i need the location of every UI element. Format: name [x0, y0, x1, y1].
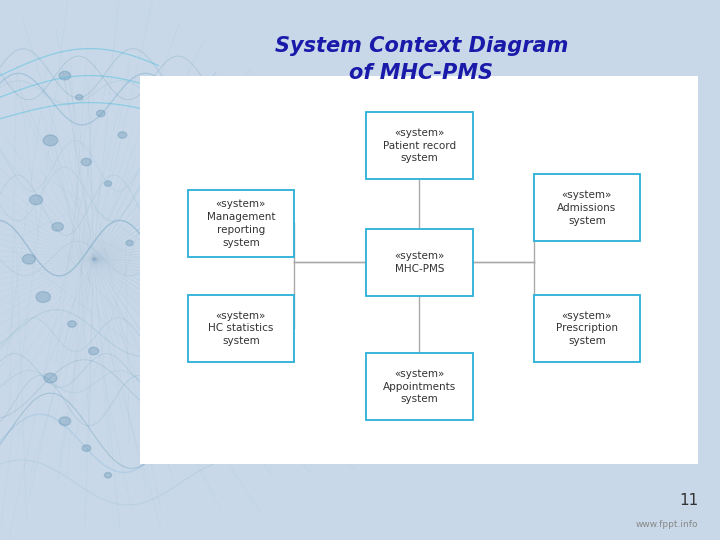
- Circle shape: [96, 110, 105, 117]
- Circle shape: [43, 135, 58, 146]
- Bar: [534, 174, 640, 241]
- Text: «system»
Appointments
system: «system» Appointments system: [383, 369, 456, 404]
- Circle shape: [89, 347, 99, 355]
- Text: 11: 11: [679, 492, 698, 508]
- Bar: [366, 112, 473, 179]
- Circle shape: [22, 254, 35, 264]
- Text: «system»
Patient record
system: «system» Patient record system: [383, 128, 456, 164]
- Text: of MHC-PMS: of MHC-PMS: [349, 63, 493, 83]
- Circle shape: [68, 321, 76, 327]
- Bar: [534, 295, 640, 362]
- Circle shape: [52, 222, 63, 231]
- Circle shape: [59, 71, 71, 80]
- Text: System Context Diagram: System Context Diagram: [274, 36, 568, 56]
- Bar: [366, 229, 473, 296]
- Bar: [187, 295, 294, 362]
- Text: «system»
HC statistics
system: «system» HC statistics system: [208, 310, 274, 346]
- Text: «system»
Prescription
system: «system» Prescription system: [556, 310, 618, 346]
- Circle shape: [76, 94, 83, 100]
- Circle shape: [44, 373, 57, 383]
- Text: «system»
Admissions
system: «system» Admissions system: [557, 190, 616, 226]
- Bar: [366, 353, 473, 420]
- Circle shape: [36, 292, 50, 302]
- Text: «system»
MHC-PMS: «system» MHC-PMS: [395, 251, 444, 274]
- Circle shape: [82, 445, 91, 451]
- Circle shape: [104, 472, 112, 478]
- Bar: [140, 76, 698, 464]
- Text: www.fppt.info: www.fppt.info: [636, 520, 698, 529]
- Circle shape: [126, 240, 133, 246]
- Circle shape: [30, 195, 42, 205]
- Circle shape: [118, 132, 127, 138]
- Circle shape: [104, 181, 112, 186]
- Circle shape: [59, 417, 71, 426]
- Bar: [187, 190, 294, 257]
- Text: «system»
Management
reporting
system: «system» Management reporting system: [207, 199, 275, 247]
- Circle shape: [81, 158, 91, 166]
